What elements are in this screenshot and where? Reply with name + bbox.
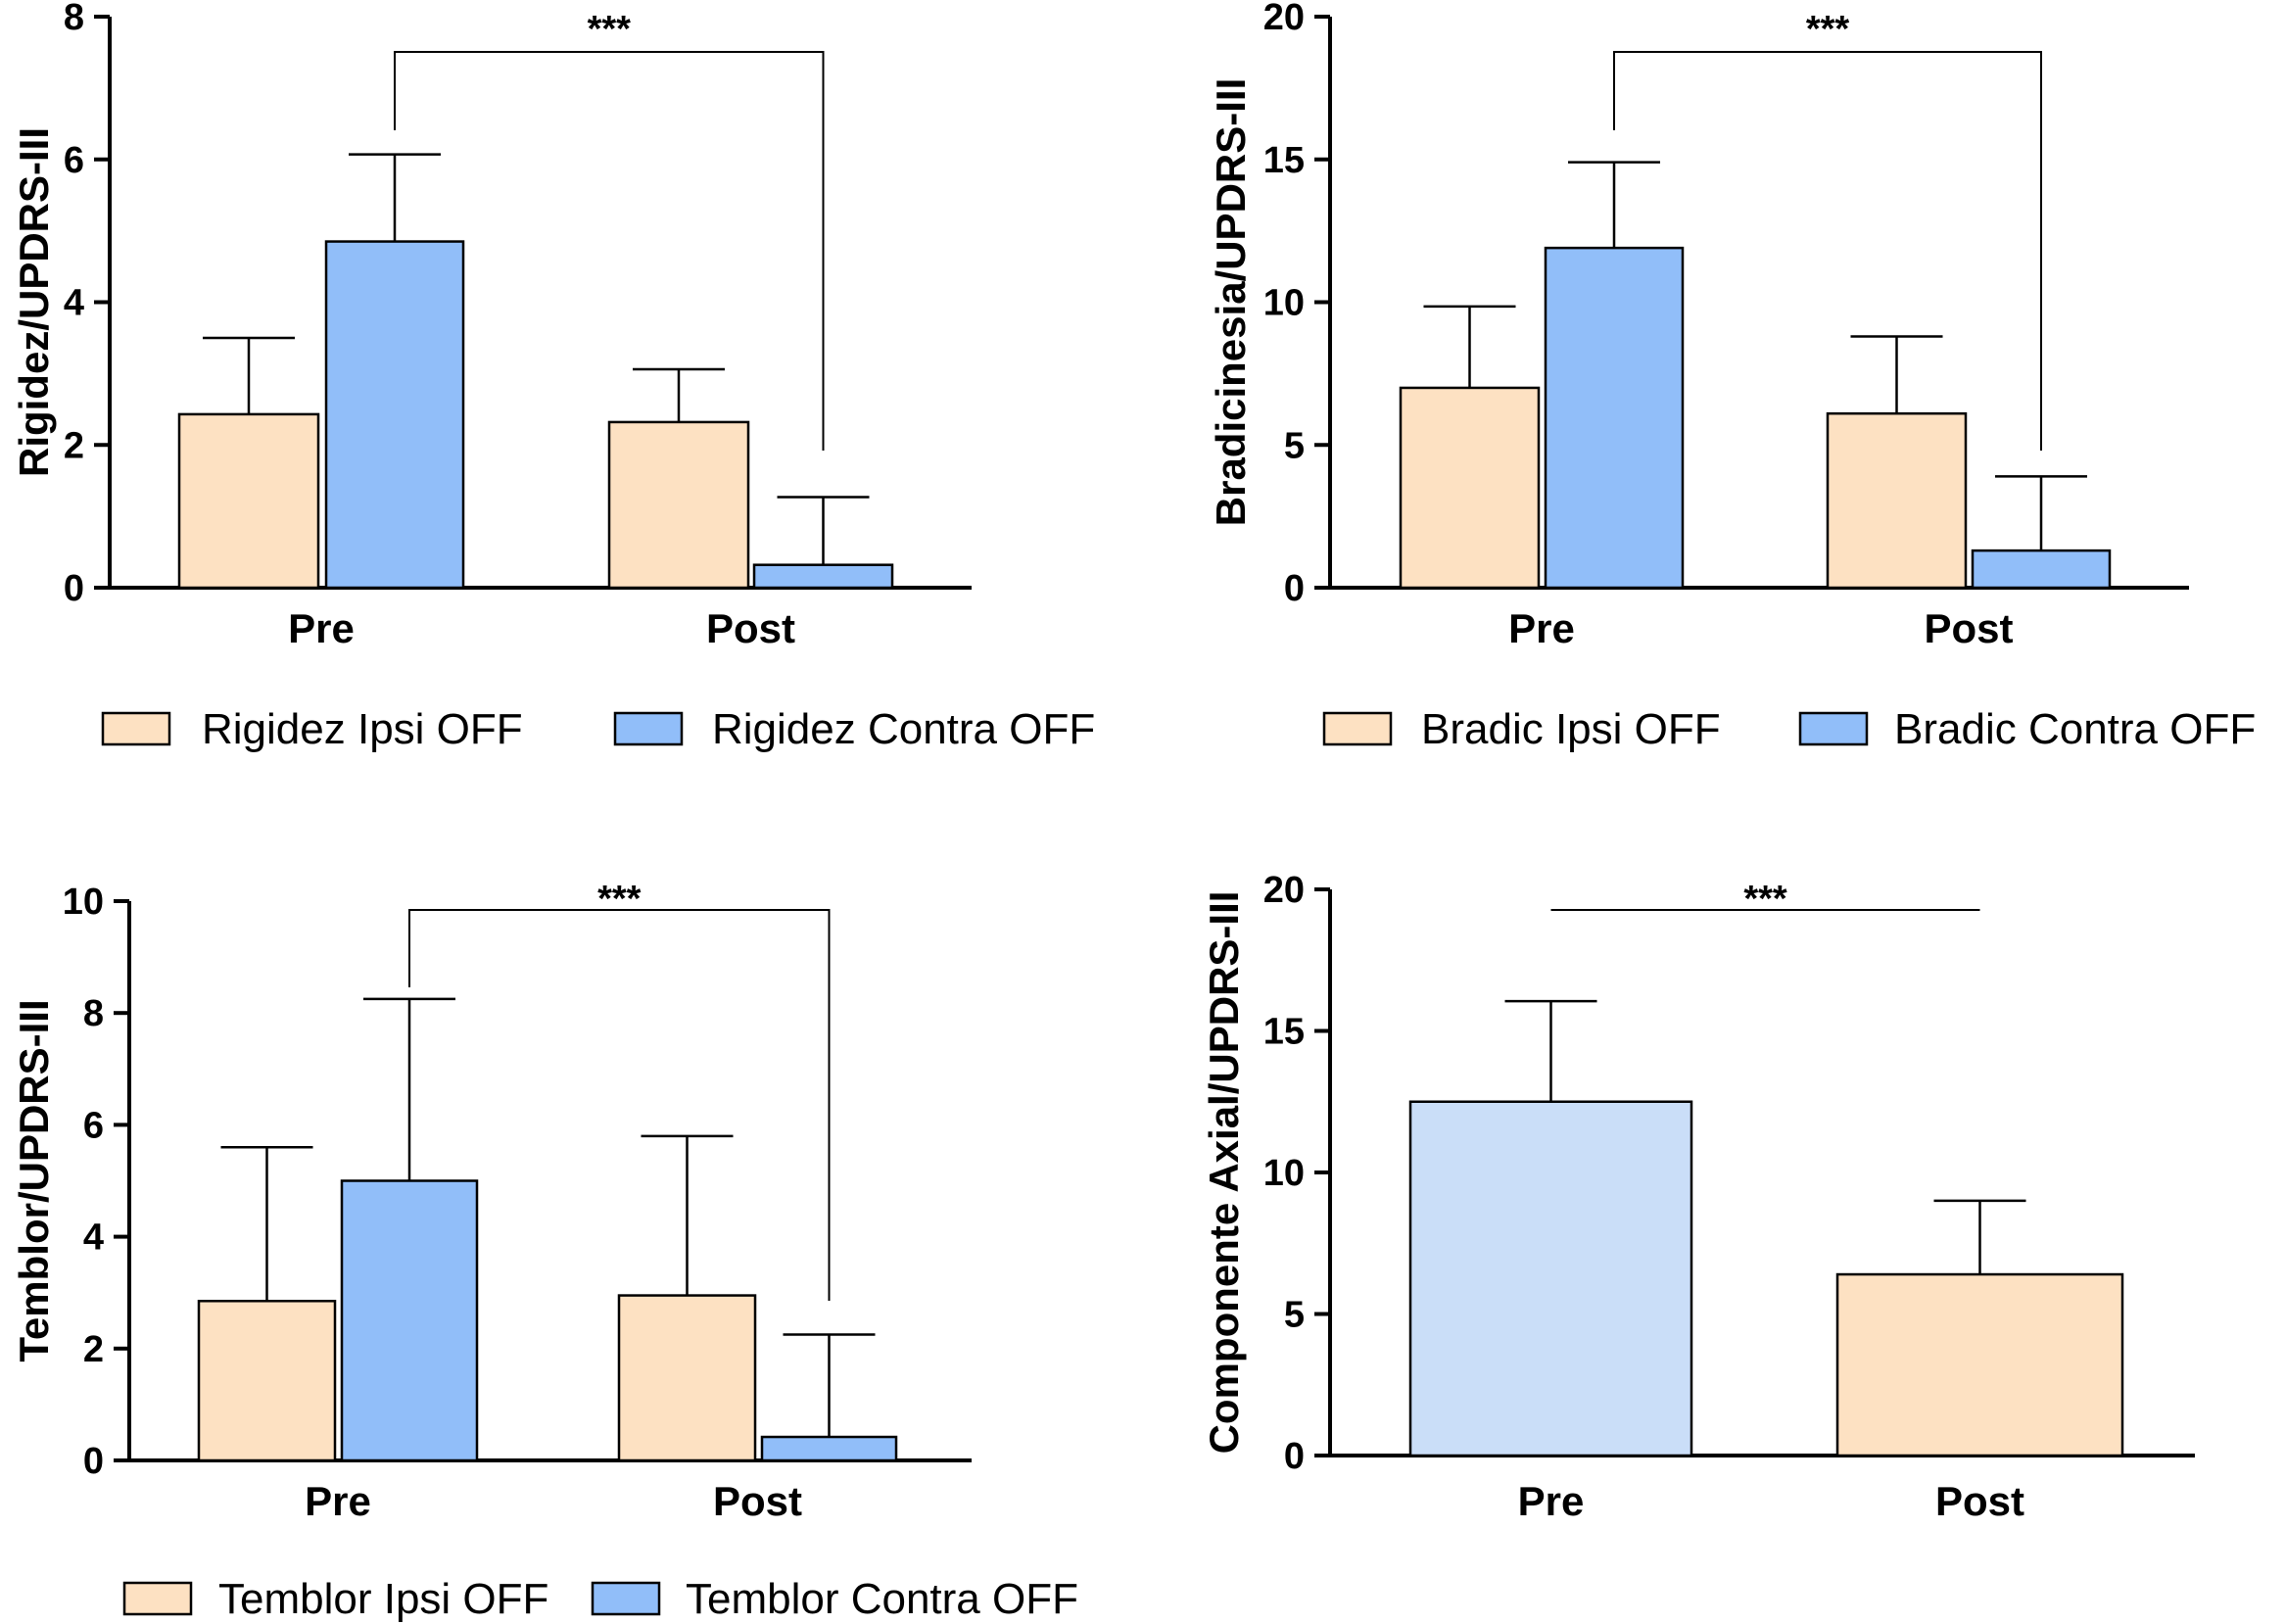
y-tick-label: 10 [1263,1153,1305,1194]
legend: Rigidez Ipsi OFF Rigidez Contra OFF [101,705,1095,753]
significance-label: *** [597,879,642,920]
y-tick-label: 0 [1284,1436,1305,1477]
y-tick-label: 2 [64,425,84,466]
legend: Bradic Ipsi OFF Bradic Contra OFF [1322,705,2256,753]
bar-post-a [617,1294,757,1462]
y-tick-label: 0 [1284,568,1305,609]
y-tick-label: 6 [64,140,84,181]
y-tick-label: 15 [1263,1012,1305,1053]
bar-post-a [607,420,750,590]
legend-label: Rigidez Ipsi OFF [202,705,523,753]
y-tick-label: 15 [1263,140,1305,181]
y-tick-label: 10 [63,882,104,923]
bar-pre-b [340,1179,479,1462]
bar-post-b [1971,549,2112,590]
y-tick-label: 8 [64,0,84,38]
y-tick-label: 10 [1263,283,1305,324]
significance-label: *** [588,9,632,50]
y-tick-label: 20 [1263,0,1305,38]
y-tick-label: 5 [1284,1295,1305,1336]
bar-post-b [760,1435,898,1462]
legend-swatch [591,1581,661,1616]
x-category-label: Post [1924,605,2013,651]
x-category-label: Post [706,605,795,651]
bar-post-a [1835,1272,2124,1457]
bar-post-b [752,563,894,590]
x-category-label: Pre [288,605,355,651]
bar-post-a [1826,411,1968,590]
legend-label: Bradic Ipsi OFF [1421,705,1721,753]
significance-bracket [394,51,825,451]
y-tick-label: 0 [83,1441,104,1482]
bar-pre-a [177,412,320,590]
y-tick-label: 4 [64,283,84,324]
legend-label: Temblor Ipsi OFF [218,1575,548,1623]
significance-bracket [1613,51,2042,451]
chart-bradicinesia: 0 5 10 15 20 Bradicinesia/UPDRS-III Pre Post ***… [1208,0,2256,753]
bar-pre-b [1544,246,1685,590]
significance-label: *** [1743,879,1787,920]
legend-swatch [613,711,684,746]
y-tick-label: 4 [83,1218,104,1259]
legend-swatch [101,711,171,746]
legend-swatch [1322,711,1393,746]
chart-axial: 0 5 10 15 20 Componente Axial/UPDRS-III Pre Pos… [1201,870,2195,1524]
y-tick-label: 8 [83,993,104,1034]
legend: Temblor Ipsi OFF Temblor Contra OFF [122,1575,1078,1623]
y-tick-label: 5 [1284,425,1305,466]
y-tick-label: 0 [64,568,84,609]
legend-label: Temblor Contra OFF [686,1575,1078,1623]
bar-pre-b [324,240,465,590]
x-category-label: Pre [1518,1478,1585,1524]
y-tick-label: 6 [83,1105,104,1146]
legend-label: Rigidez Contra OFF [712,705,1095,753]
significance-bracket [408,909,831,1301]
chart-temblor: 0 2 4 6 8 10 Temblor/UPDRS-III Pre Post *** Temblo… [11,879,1078,1623]
chart-rigidez: 0 2 4 6 8 Rigidez/UPDRS-III Pre Post *** Rigidez … [11,0,1095,753]
x-category-label: Post [713,1478,802,1524]
y-axis-label: Temblor/UPDRS-III [11,999,57,1361]
x-category-label: Post [1935,1478,2024,1524]
y-tick-label: 2 [83,1329,104,1370]
bar-pre-a [197,1300,337,1462]
y-axis-label: Componente Axial/UPDRS-III [1201,891,1247,1455]
legend-swatch [1798,711,1869,746]
y-tick-label: 20 [1263,870,1305,911]
x-category-label: Pre [305,1478,371,1524]
legend-label: Bradic Contra OFF [1894,705,2256,753]
significance-label: *** [1806,9,1850,50]
x-category-label: Pre [1508,605,1575,651]
y-axis-label: Rigidez/UPDRS-III [11,127,57,477]
legend-swatch [122,1581,193,1616]
bar-pre-a [1408,1100,1693,1457]
y-axis-label: Bradicinesia/UPDRS-III [1208,78,1254,526]
bar-pre-a [1399,386,1541,590]
